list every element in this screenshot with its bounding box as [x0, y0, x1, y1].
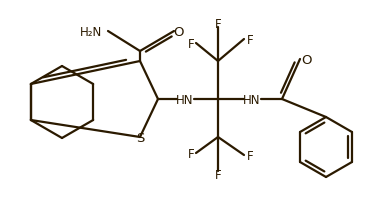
Text: F: F: [188, 37, 194, 50]
Text: O: O: [174, 25, 184, 38]
Text: O: O: [301, 53, 311, 66]
Text: F: F: [247, 149, 253, 162]
Text: F: F: [247, 33, 253, 46]
Text: HN: HN: [176, 93, 194, 106]
Text: HN: HN: [243, 93, 261, 106]
Text: H₂N: H₂N: [80, 25, 102, 38]
Text: F: F: [215, 18, 221, 30]
Text: S: S: [136, 131, 144, 144]
Text: F: F: [215, 169, 221, 182]
Text: F: F: [188, 147, 194, 160]
